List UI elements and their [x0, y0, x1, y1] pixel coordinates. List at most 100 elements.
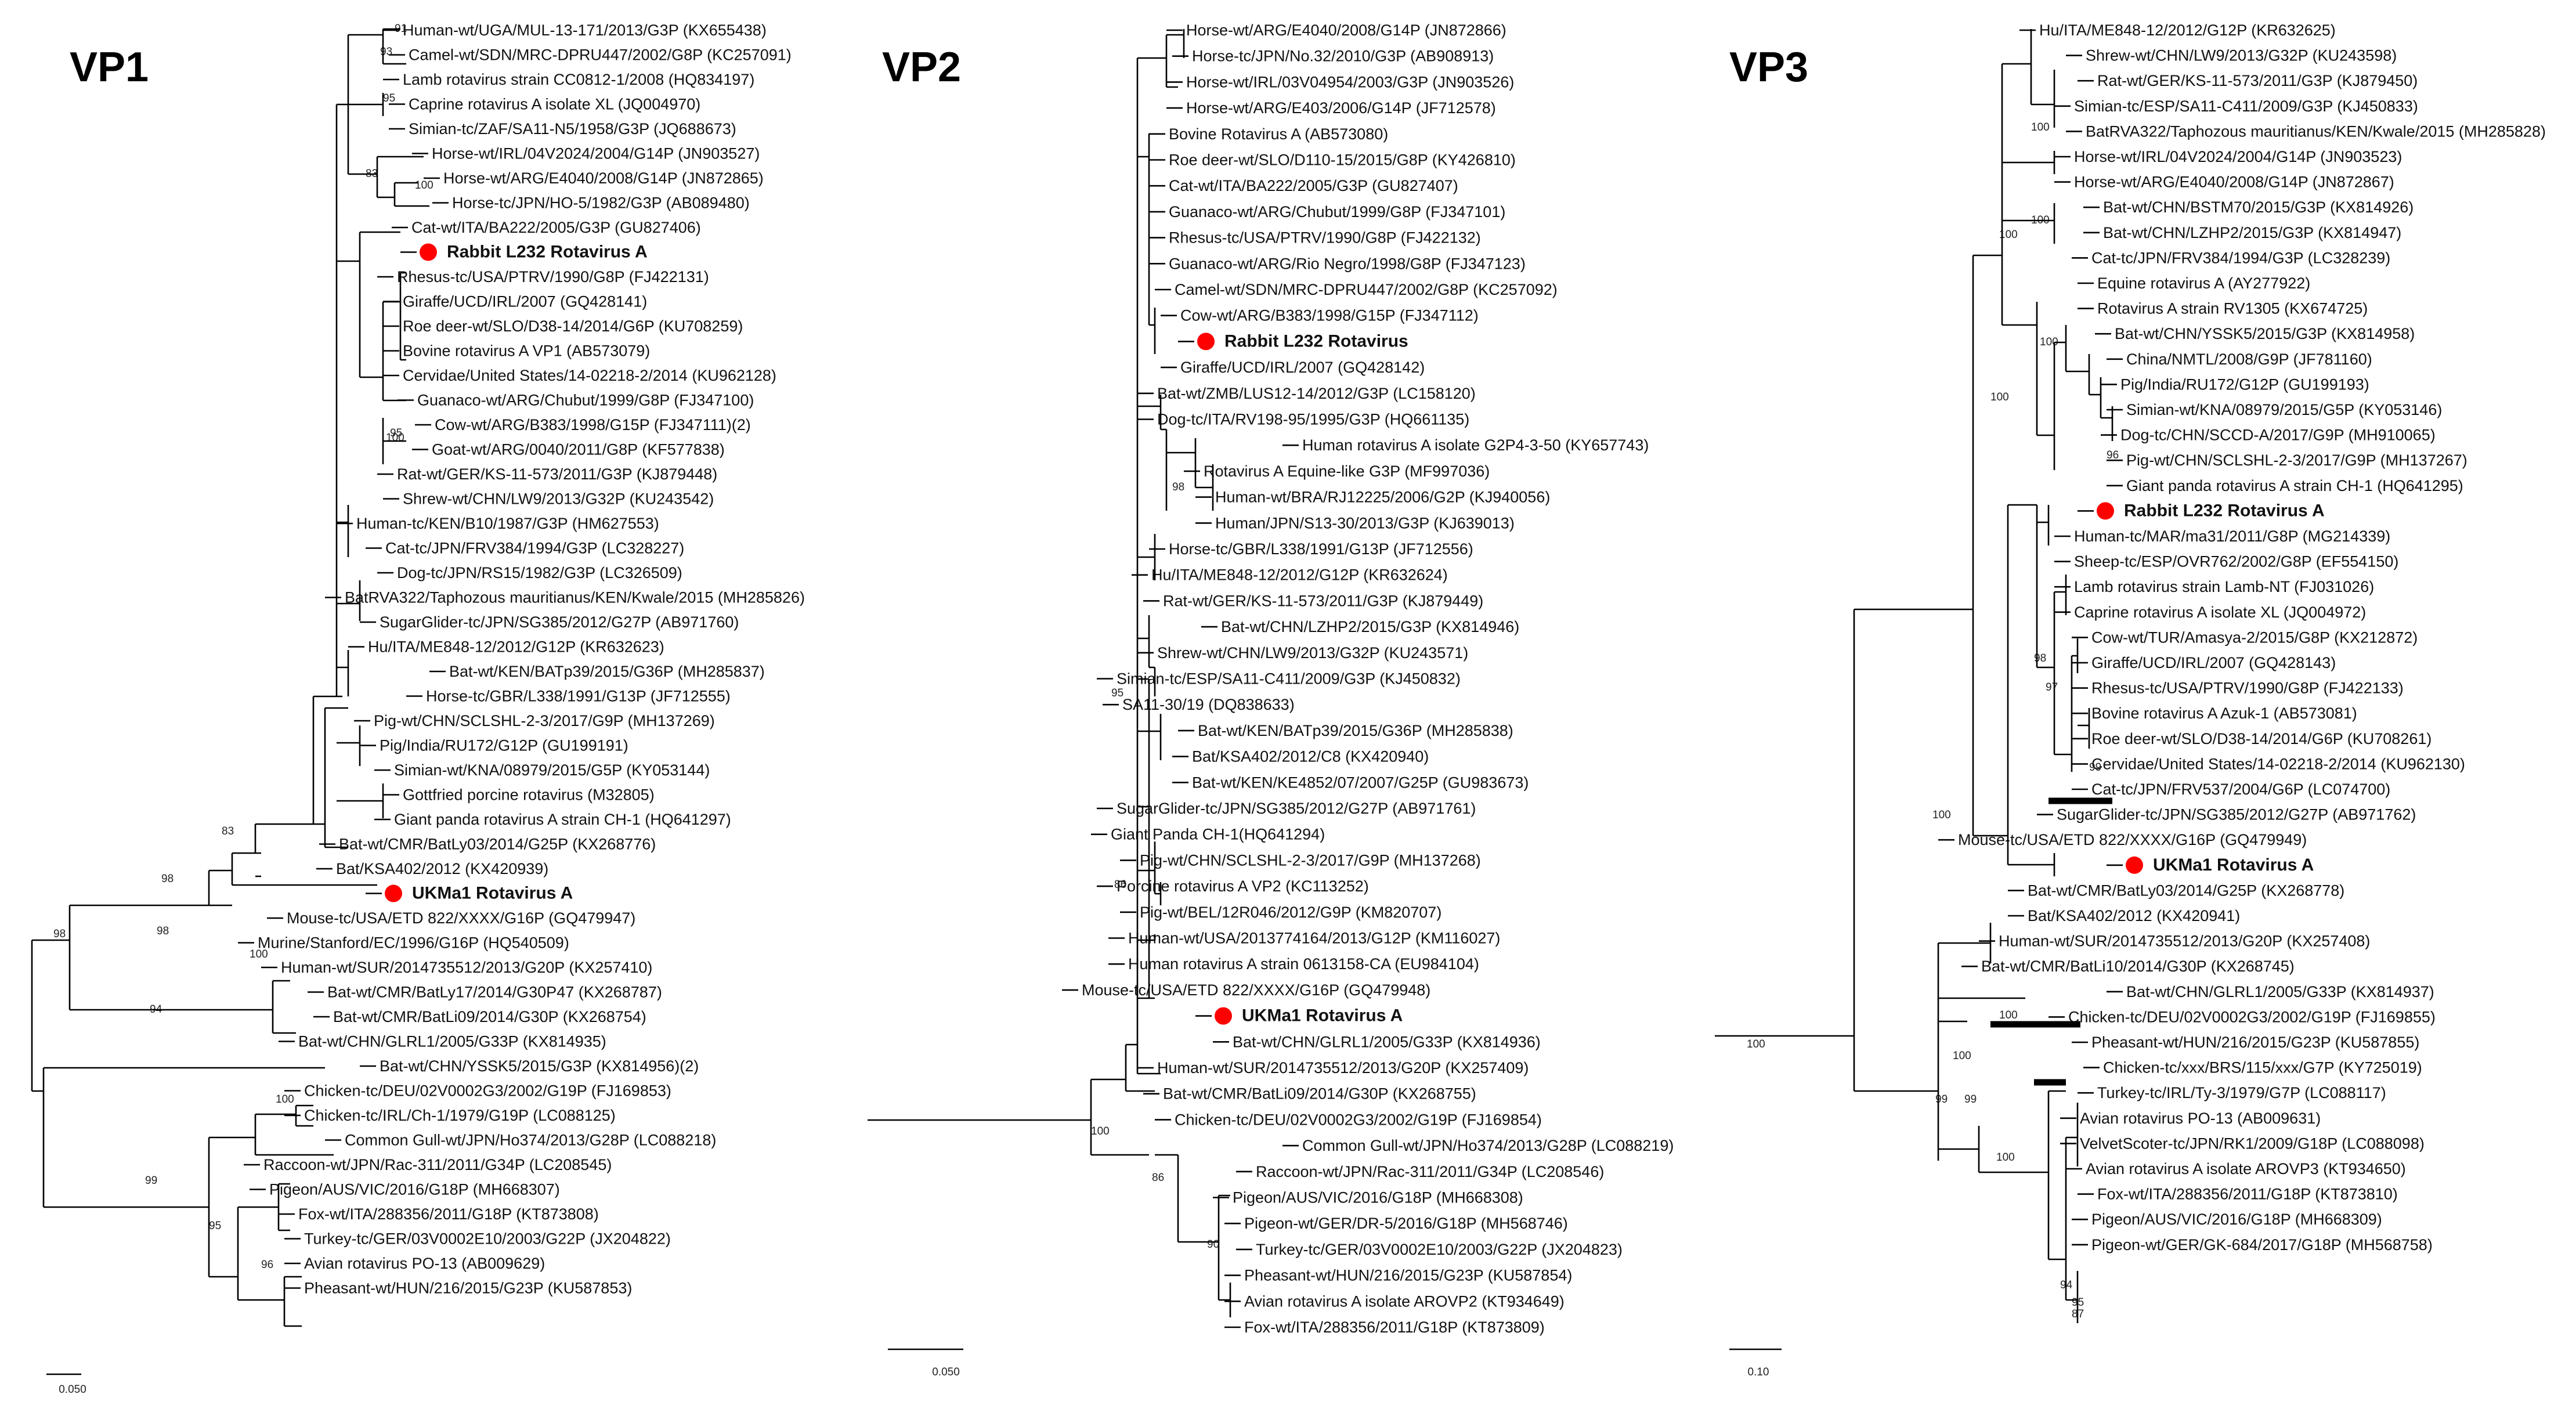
taxon-label: Human rotavirus A strain 0613158-CA (EU9…	[1128, 955, 1479, 973]
taxon-label: Guanaco-wt/ARG/Chubut/1999/G8P (FJ347101…	[1169, 203, 1505, 221]
taxon-label: Human-wt/UGA/MUL-13-171/2013/G3P (KX6554…	[403, 21, 767, 39]
taxon-label: Mouse-tc/USA/ETD 822/XXXX/G16P (GQ479948…	[1082, 981, 1430, 999]
bootstrap-value: 100	[1953, 1050, 1971, 1062]
taxon-label: Dog-tc/JPN/RS15/1982/G3P (LC326509)	[397, 564, 682, 581]
taxon-label: Turkey-tc/GER/03V0002E10/2003/G22P (JX20…	[1256, 1241, 1623, 1258]
taxon-label: BatRVA322/Taphozous mauritianus/KEN/Kwal…	[2086, 122, 2546, 140]
taxon-label: Bovine Rotavirus A (AB573080)	[1169, 125, 1388, 143]
highlighted-taxon-label: UKMa1 Rotavirus A	[412, 884, 573, 903]
taxon-label: Cat-tc/JPN/FRV384/1994/G3P (LC328227)	[385, 540, 684, 557]
taxon-label: Equine rotavirus A (AY277922)	[2097, 275, 2310, 292]
highlighted-taxon-label: UKMa1 Rotavirus A	[1242, 1006, 1403, 1025]
taxon-label: Rat-wt/GER/KS-11-573/2011/G3P (KJ879448)	[397, 465, 717, 483]
taxon-label: Hu/ITA/ME848-12/2012/G12P (KR632625)	[2039, 21, 2336, 39]
taxon-label: Bovine rotavirus A Azuk-1 (AB573081)	[2091, 705, 2357, 722]
bootstrap-value: 99	[2089, 761, 2101, 774]
taxon-label: Human-tc/MAR/ma31/2011/G8P (MG214339)	[2074, 528, 2390, 545]
taxon-label: Chicken-tc/IRL/Ch-1/1979/G19P (LC088125)	[304, 1107, 616, 1124]
taxon-label: Pig-wt/CHN/SCLSHL-2-3/2017/G9P (MH137267…	[2126, 452, 2467, 469]
taxon-label: Simian-tc/ESP/SA11-C411/2009/G3P (KJ4508…	[1117, 670, 1461, 688]
tree-branches-vp1	[31, 28, 429, 1375]
highlight-marker	[385, 884, 402, 902]
highlight-marker	[1197, 333, 1215, 351]
taxon-label: Camel-wt/SDN/MRC-DPRU447/2002/G8P (KC257…	[409, 46, 792, 64]
taxon-label: Simian-tc/ESP/SA11-C411/2009/G3P (KJ4508…	[2074, 97, 2418, 115]
bootstrap-value: 95	[209, 1220, 221, 1232]
bootstrap-value: 98	[157, 925, 169, 937]
taxon-label: Bat-wt/KEN/BATp39/2015/G36P (MH285838)	[1198, 722, 1513, 739]
taxon-label: Pheasant-wt/HUN/216/2015/G23P (KU587855)	[2091, 1034, 2419, 1051]
taxon-label: Human/JPN/S13-30/2013/G3P (KJ639013)	[1215, 514, 1515, 532]
taxon-label: Bat-wt/CHN/YSSK5/2015/G3P (KX814956)(2)	[380, 1057, 699, 1075]
taxon-label: Horse-wt/ARG/E4040/2008/G14P (JN872865)	[443, 169, 764, 187]
taxon-label: Rhesus-tc/USA/PTRV/1990/G8P (FJ422132)	[1169, 229, 1481, 247]
taxon-label: Pig-wt/BEL/12R046/2012/G9P (KM820707)	[1140, 904, 1441, 921]
taxon-label: Cervidae/United States/14-02218-2/2014 (…	[2091, 755, 2465, 772]
bootstrap-value: 93	[380, 46, 392, 58]
bootstrap-value: 98	[2034, 652, 2046, 664]
highlight-marker	[2097, 502, 2114, 520]
taxon-label: Simian-tc/ZAF/SA11-N5/1958/G3P (JQ688673…	[409, 120, 736, 138]
bootstrap-value: 95	[390, 427, 402, 439]
taxon-label: Lamb rotavirus strain Lamb-NT (FJ031026)	[2074, 578, 2374, 595]
taxon-label: Bat-wt/ZMB/LUS12-14/2012/G3P (LC158120)	[1157, 385, 1476, 402]
taxon-label: Horse-tc/GBR/L338/1991/G13P (JF712555)	[426, 688, 731, 705]
taxon-label: Goat-wt/ARG/0040/2011/G8P (KF577838)	[432, 441, 725, 458]
highlighted-taxon-label: UKMa1 Rotavirus A	[2153, 855, 2314, 875]
taxon-label: Human-tc/KEN/B10/1987/G3P (HM627553)	[356, 515, 659, 532]
taxon-label: Roe deer-wt/SLO/D38-14/2014/G6P (KU70825…	[403, 317, 743, 335]
highlighted-taxon-label: Rabbit L232 Rotavirus	[1224, 331, 1408, 351]
taxon-label: Avian rotavirus A isolate AROVP2 (KT9346…	[1244, 1292, 1565, 1310]
taxon-label: Pig/India/RU172/G12P (GU199193)	[2120, 375, 2369, 393]
bootstrap-value: 98	[1172, 481, 1184, 493]
taxon-label: Bat-wt/CMR/BatLy03/2014/G25P (KX268778)	[2028, 882, 2344, 899]
taxon-label: Giraffe/UCD/IRL/2007 (GQ428143)	[2091, 654, 2336, 671]
leaf-labels-vp1: Human-wt/UGA/MUL-13-171/2013/G3P (KX6554…	[238, 21, 805, 1297]
taxon-label: Dog-tc/ITA/RV198-95/1995/G3P (HQ661135)	[1157, 411, 1469, 428]
scale-label-vp3: 0.10	[1748, 1366, 1769, 1378]
taxon-label: Turkey-tc/GER/03V0002E10/2003/G22P (JX20…	[304, 1230, 671, 1248]
taxon-label: Bat-wt/CMR/BatLi09/2014/G30P (KX268755)	[1163, 1085, 1476, 1103]
highlight-marker	[1215, 1007, 1232, 1025]
taxon-label: Simian-wt/KNA/08979/2015/G5P (KY053146)	[2126, 401, 2442, 418]
taxon-label: Caprine rotavirus A isolate XL (JQ004972…	[2074, 604, 2366, 621]
bootstrap-value: 100	[1999, 229, 2018, 241]
taxon-label: Fox-wt/ITA/288356/2011/G18P (KT873810)	[2097, 1186, 2398, 1203]
taxon-label: Bat-wt/CHN/LZHP2/2015/G3P (KX814946)	[1221, 618, 1519, 635]
taxon-label: China/NMTL/2008/G9P (JF781160)	[2126, 351, 2372, 368]
taxon-label: Cow-wt/ARG/B383/1998/G15P (FJ347112)	[1180, 307, 1479, 324]
taxon-label: Raccoon-wt/JPN/Rac-311/2011/G34P (LC2085…	[263, 1156, 612, 1173]
taxon-label: Chicken-tc/DEU/02V0002G3/2002/G19P (FJ16…	[1175, 1111, 1542, 1128]
scale-label-vp2: 0.050	[932, 1366, 960, 1378]
taxon-label: Cat-tc/JPN/FRV384/1994/G3P (LC328239)	[2091, 249, 2390, 266]
taxon-label: Chicken-tc/xxx/BRS/115/xxx/G7P (KY725019…	[2103, 1059, 2422, 1077]
taxon-label: Bat-wt/CMR/BatLi09/2014/G30P (KX268754)	[333, 1008, 646, 1025]
taxon-label: Pigeon-wt/GER/GK-684/2017/G18P (MH568758…	[2091, 1236, 2433, 1254]
taxon-label: Sheep-tc/ESP/OVR762/2002/G8P (EF554150)	[2074, 553, 2398, 570]
taxon-label: Pheasant-wt/HUN/216/2015/G23P (KU587854)	[1244, 1267, 1572, 1284]
taxon-label: Gottfried porcine rotavirus (M32805)	[403, 786, 655, 804]
taxon-label: Common Gull-wt/JPN/Ho374/2013/G28P (LC08…	[345, 1132, 716, 1149]
taxon-label: Chicken-tc/DEU/02V0002G3/2002/G19P (FJ16…	[2068, 1008, 2436, 1025]
taxon-label: Horse-wt/IRL/04V2024/2004/G14P (JN903523…	[2074, 148, 2402, 165]
taxon-label: VelvetScoter-tc/JPN/RK1/2009/G18P (LC088…	[2080, 1135, 2425, 1152]
tree-branches-vp3	[1715, 29, 2113, 1350]
taxon-label: SugarGlider-tc/JPN/SG385/2012/G27P (AB97…	[2057, 806, 2416, 824]
taxon-label: Bat-wt/KEN/KE4852/07/2007/G25P (GU983673…	[1192, 774, 1529, 791]
bootstrap-value: 90	[1207, 1238, 1219, 1251]
taxon-label: Dog-tc/CHN/SCCD-A/2017/G9P (MH910065)	[2120, 427, 2436, 444]
taxon-label: Rhesus-tc/USA/PTRV/1990/G8P (FJ422131)	[397, 268, 709, 286]
taxon-label: Guanaco-wt/ARG/Chubut/1999/G8P (FJ347100…	[417, 392, 754, 409]
taxon-label: Cat-wt/ITA/BA222/2005/G3P (GU827407)	[1169, 177, 1458, 194]
taxon-label: Horse-wt/IRL/03V04954/2003/G3P (JN903526…	[1186, 73, 1514, 91]
taxon-label: Rotavirus A Equine-like G3P (MF997036)	[1204, 463, 1490, 480]
taxon-label: Rat-wt/GER/KS-11-573/2011/G3P (KJ879450)	[2097, 72, 2418, 89]
taxon-label: Shrew-wt/CHN/LW9/2013/G32P (KU243571)	[1157, 644, 1468, 662]
taxon-label: Camel-wt/SDN/MRC-DPRU447/2002/G8P (KC257…	[1175, 281, 1558, 298]
bootstrap-value: 95	[383, 92, 395, 104]
taxon-label: Bat/KSA402/2012 (KX420941)	[2028, 907, 2240, 924]
bootstrap-value: 95	[1111, 687, 1123, 699]
taxon-label: Pigeon/AUS/VIC/2016/G18P (MH668309)	[2091, 1211, 2382, 1228]
taxon-label: Pig/India/RU172/G12P (GU199191)	[380, 737, 628, 754]
